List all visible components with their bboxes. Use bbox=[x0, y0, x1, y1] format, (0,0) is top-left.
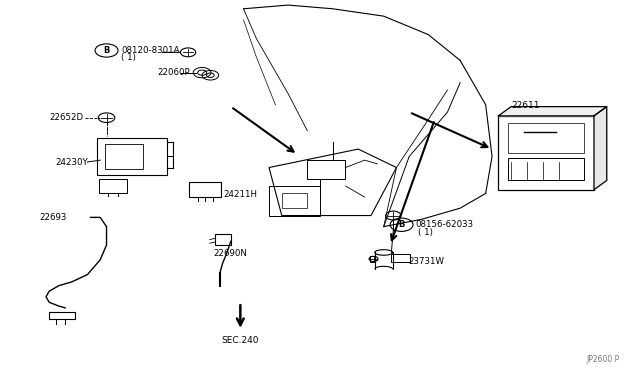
Text: 22060P: 22060P bbox=[157, 68, 190, 77]
Bar bbox=[392, 254, 410, 262]
Text: SEC.240: SEC.240 bbox=[221, 336, 259, 345]
Bar bbox=[508, 123, 584, 153]
Polygon shape bbox=[594, 107, 607, 190]
Bar bbox=[49, 311, 75, 319]
Text: 22693: 22693 bbox=[40, 213, 67, 222]
Text: ( 1): ( 1) bbox=[418, 228, 433, 237]
Polygon shape bbox=[499, 107, 607, 116]
Bar bbox=[269, 186, 320, 215]
Bar bbox=[189, 182, 221, 197]
Text: 23731W: 23731W bbox=[408, 257, 444, 266]
Text: 24211H: 24211H bbox=[223, 190, 257, 199]
Text: 22690N: 22690N bbox=[214, 249, 248, 258]
Text: B: B bbox=[103, 46, 109, 55]
Bar bbox=[104, 144, 143, 169]
Text: JP2600 P: JP2600 P bbox=[586, 355, 620, 364]
Text: B: B bbox=[398, 220, 404, 229]
Text: 22611: 22611 bbox=[511, 101, 540, 110]
Bar bbox=[282, 193, 307, 208]
Bar bbox=[508, 158, 584, 180]
Text: ( 1): ( 1) bbox=[121, 53, 136, 62]
Text: 08156-62033: 08156-62033 bbox=[415, 220, 474, 229]
Bar bbox=[215, 234, 231, 245]
Bar bbox=[499, 116, 594, 190]
Text: 08120-8301A: 08120-8301A bbox=[121, 46, 180, 55]
Bar bbox=[307, 160, 346, 179]
Text: 24230Y: 24230Y bbox=[56, 157, 88, 167]
Bar bbox=[99, 179, 127, 193]
Text: 22652D: 22652D bbox=[49, 113, 83, 122]
Bar bbox=[97, 138, 167, 175]
